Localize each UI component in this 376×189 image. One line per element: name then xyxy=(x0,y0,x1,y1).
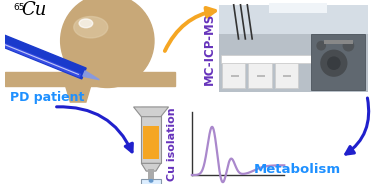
Ellipse shape xyxy=(79,19,93,28)
Bar xyxy=(311,34,365,90)
Bar xyxy=(324,40,353,44)
Bar xyxy=(248,63,271,88)
Polygon shape xyxy=(141,163,161,171)
Bar xyxy=(141,179,161,189)
Bar xyxy=(231,75,238,77)
Polygon shape xyxy=(83,71,99,80)
Bar xyxy=(221,55,311,63)
Text: Metabolism: Metabolism xyxy=(253,163,340,176)
Circle shape xyxy=(61,0,154,88)
Bar xyxy=(219,5,368,92)
Bar xyxy=(148,169,154,179)
Bar xyxy=(257,75,265,77)
Bar xyxy=(274,63,298,88)
Circle shape xyxy=(343,40,354,52)
Polygon shape xyxy=(133,107,168,117)
FancyArrowPatch shape xyxy=(57,107,132,152)
Bar xyxy=(283,75,291,77)
Polygon shape xyxy=(65,86,91,102)
Polygon shape xyxy=(0,28,86,79)
Ellipse shape xyxy=(149,179,153,183)
Text: PD patient: PD patient xyxy=(10,91,85,104)
Bar xyxy=(5,72,175,86)
Polygon shape xyxy=(0,36,80,77)
Circle shape xyxy=(327,56,341,70)
FancyArrowPatch shape xyxy=(346,98,369,154)
Bar xyxy=(143,126,159,160)
Text: MC-ICP-MS: MC-ICP-MS xyxy=(203,12,216,85)
Bar xyxy=(219,5,368,34)
Bar xyxy=(142,186,160,189)
Ellipse shape xyxy=(74,16,108,38)
Bar xyxy=(141,107,161,163)
Text: Cu: Cu xyxy=(22,1,47,19)
Text: 65: 65 xyxy=(13,3,24,12)
Bar xyxy=(269,3,327,13)
Circle shape xyxy=(320,50,347,77)
FancyArrowPatch shape xyxy=(165,8,215,51)
Bar xyxy=(222,63,246,88)
Text: Cu isolation: Cu isolation xyxy=(167,107,177,181)
Circle shape xyxy=(316,41,326,51)
